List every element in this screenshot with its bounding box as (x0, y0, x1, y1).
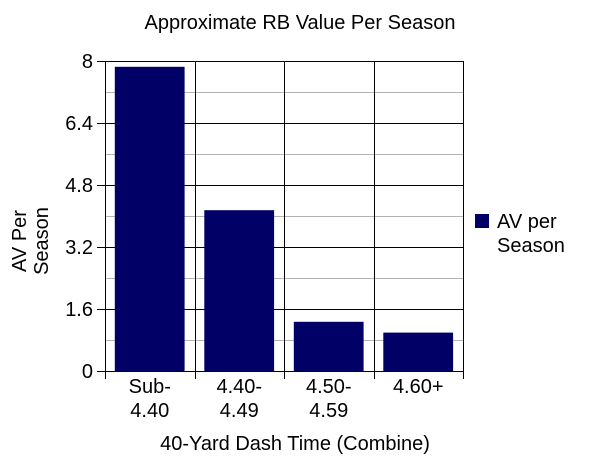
x-tick-labels: Sub-4.40 4.40-4.49 4.50-4.59 4.60+ (129, 376, 444, 422)
y-axis-label: AV PerSeason (9, 207, 53, 275)
x-axis-label: 40-Yard Dash Time (Combine) (160, 433, 430, 455)
bar (293, 321, 364, 371)
legend: AV per Season (475, 211, 565, 257)
x-tick-label: 4.50-4.59 (306, 376, 352, 422)
y-tick-label: 4.8 (65, 175, 93, 197)
y-tick-labels: 0 1.6 3.2 4.8 6.4 8 (65, 51, 93, 383)
bar (383, 332, 454, 371)
bar (204, 210, 275, 371)
y-tick-label: 0 (82, 361, 93, 383)
y-axis-label-text: AV PerSeason (9, 207, 53, 275)
y-tick-label: 1.6 (65, 299, 93, 321)
legend-swatch (475, 214, 489, 228)
y-tick-label: 8 (82, 51, 93, 73)
y-tick-label: 6.4 (65, 113, 93, 135)
legend-label: AV per Season (497, 211, 565, 257)
x-tick-label: 4.40-4.49 (216, 376, 262, 422)
y-tick-label: 3.2 (65, 237, 93, 259)
chart-title: Approximate RB Value Per Season (145, 12, 456, 34)
x-tick-label: Sub-4.40 (129, 376, 171, 422)
x-tick-label: 4.60+ (393, 376, 444, 398)
axes (97, 61, 463, 379)
bars (114, 66, 454, 372)
bar (114, 66, 185, 372)
